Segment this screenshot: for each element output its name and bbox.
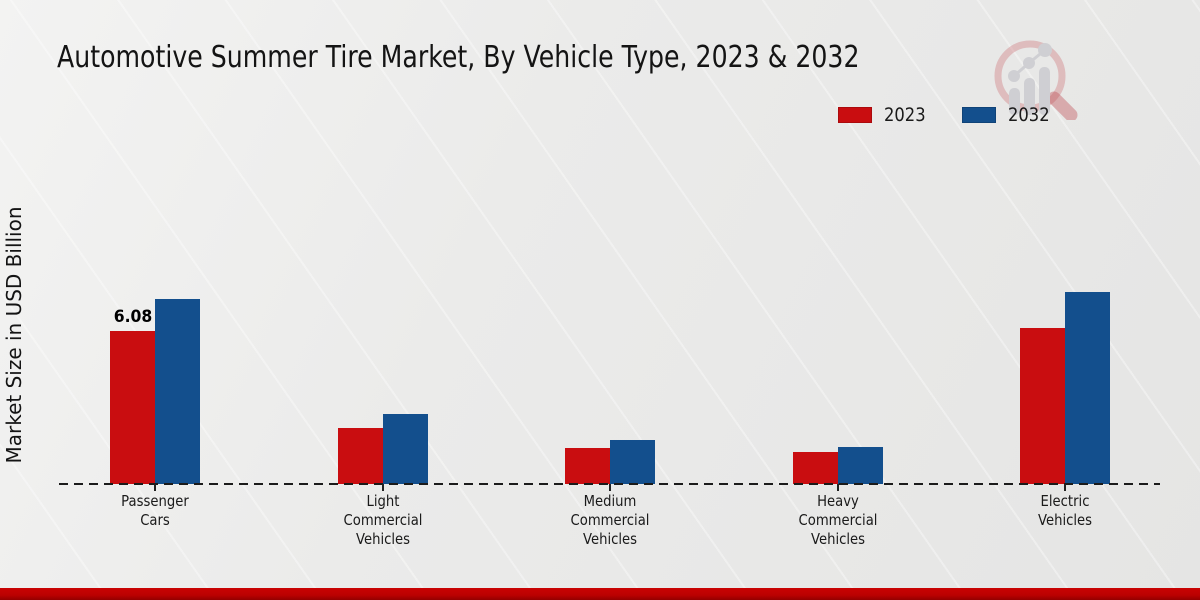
legend: 2023 2032 — [838, 104, 1057, 126]
legend-swatch-2023 — [838, 107, 872, 123]
category-label-light-commercial-vehicles: Light Commercial Vehicles — [343, 492, 422, 548]
bar-2032-heavy-commercial-vehicles — [837, 447, 883, 484]
category-label-passenger-cars: Passenger Cars — [121, 492, 189, 529]
bar-2023-passenger-cars — [110, 331, 155, 484]
legend-item-2023: 2023 — [838, 104, 932, 126]
bar-value-label: 6.08 — [113, 307, 152, 328]
x-axis-tick — [609, 484, 611, 491]
bar-2032-medium-commercial-vehicles — [610, 440, 655, 484]
x-axis-tick — [154, 484, 156, 491]
legend-swatch-2032 — [962, 107, 997, 123]
market-research-magnifier-logo — [994, 40, 1078, 120]
bar-2032-electric-vehicles — [1065, 292, 1110, 484]
x-axis-tick — [1064, 484, 1066, 491]
chart-title: Automotive Summer Tire Market, By Vehicl… — [57, 40, 860, 75]
category-label-heavy-commercial-vehicles: Heavy Commercial Vehicles — [798, 492, 877, 548]
bar-2023-light-commercial-vehicles — [337, 427, 383, 484]
x-axis-tick — [836, 484, 839, 491]
bar-2023-heavy-commercial-vehicles — [792, 452, 838, 484]
bar-2023-electric-vehicles — [1020, 328, 1065, 484]
footer-accent-bar — [0, 588, 1200, 600]
bar-trend-icon — [1008, 43, 1052, 115]
legend-label-2023: 2023 — [884, 104, 926, 126]
bar-2032-light-commercial-vehicles — [382, 414, 428, 484]
x-axis-tick — [381, 484, 384, 491]
bar-2023-medium-commercial-vehicles — [565, 448, 610, 484]
bar-2032-passenger-cars — [155, 298, 200, 484]
category-label-medium-commercial-vehicles: Medium Commercial Vehicles — [570, 492, 650, 548]
category-label-electric-vehicles: Electric Vehicles — [1037, 492, 1093, 529]
legend-label-2032: 2032 — [1008, 104, 1050, 126]
legend-item-2032: 2032 — [962, 104, 1056, 126]
